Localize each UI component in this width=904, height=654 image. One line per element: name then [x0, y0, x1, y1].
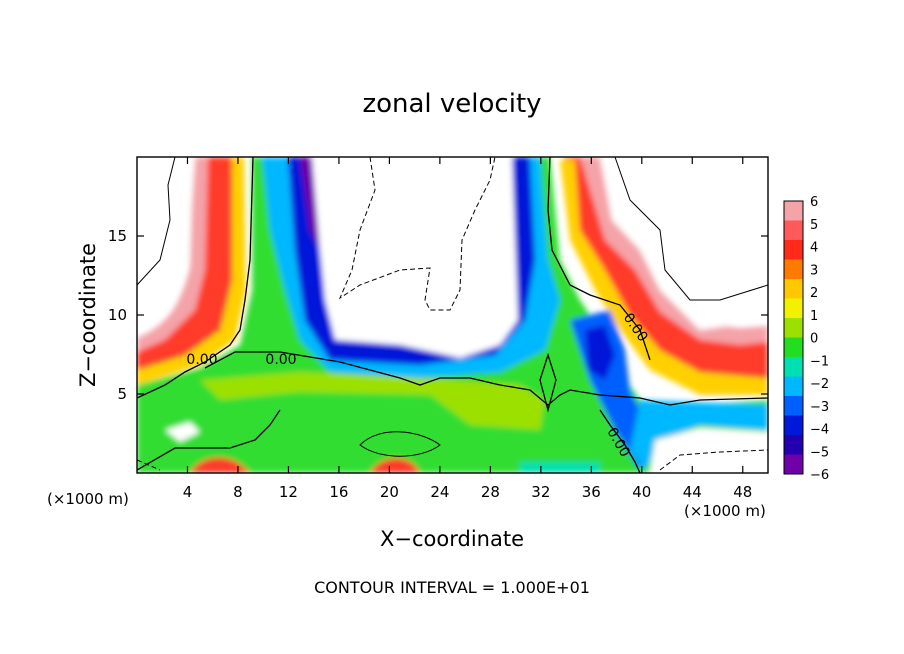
colorbar-label: 1 — [810, 309, 818, 324]
colorbar-swatch — [784, 396, 803, 416]
y-axis-label: Z−coordinate — [76, 243, 100, 387]
colorbar-label: −1 — [810, 354, 829, 369]
colorbar-frame — [783, 200, 804, 475]
chart-title: zonal velocity — [362, 89, 541, 119]
bottom-red-arc-mid — [370, 458, 420, 473]
colorbar-swatch — [784, 415, 803, 436]
dashed-contour-upper — [338, 157, 496, 311]
colorbar-label: −2 — [810, 377, 829, 392]
zero-contour-mid — [204, 351, 768, 406]
bottom-cyan — [520, 462, 600, 473]
zero-contour-lower-left — [137, 409, 281, 471]
colorbar-label: −4 — [810, 423, 829, 438]
colorbar-swatch — [784, 357, 803, 377]
colorbar-swatch — [784, 337, 803, 358]
bottom-red-arc-left — [190, 457, 250, 473]
right-pink-band — [580, 157, 768, 345]
right-white-region — [600, 157, 768, 330]
colorbar-swatch — [784, 240, 803, 260]
velocity-field — [137, 157, 768, 473]
x-tick-label: 24 — [430, 483, 449, 501]
left-white-blob — [165, 422, 200, 442]
colorbar-label: −6 — [810, 468, 829, 483]
dashed-contour-lower-left — [137, 459, 161, 471]
colorbar-swatch — [784, 298, 803, 319]
right-yellow-band — [560, 160, 768, 395]
thin-contour-lower-blob — [359, 431, 441, 457]
colorbar-swatch — [784, 279, 803, 299]
colorbar-label: 2 — [810, 286, 818, 301]
x-tick-label: 44 — [683, 483, 702, 501]
x-tick-label: 32 — [531, 483, 550, 501]
upper-left-white — [137, 157, 195, 330]
colorbar-label: 6 — [810, 195, 818, 210]
colorbar-swatch — [784, 318, 803, 338]
lower-right-white — [650, 428, 768, 473]
left-yellow-band — [137, 157, 246, 385]
zero-contour-left — [137, 157, 254, 399]
colorbar-swatch — [784, 201, 803, 221]
contour-label: 0.00 — [265, 352, 296, 368]
upper-white-region — [312, 157, 518, 358]
thin-contour-upper-left — [137, 157, 176, 286]
x-tick-label: 28 — [481, 483, 500, 501]
zero-contour-loop — [539, 352, 557, 413]
right-cyan-band — [630, 400, 768, 470]
contour-labels: 0.00 0.000.000.00 — [186, 310, 650, 460]
x-axis-ticks: 4 8 12 16 20 24 28 32 36 40 44 48 — [183, 157, 752, 501]
x-tick-label: 8 — [233, 483, 243, 501]
x-tick-label: 48 — [733, 483, 752, 501]
x-tick-label: 16 — [329, 483, 348, 501]
thin-contour-upper-right — [614, 157, 768, 301]
y-axis-ticks: 5 10 15 — [108, 227, 768, 403]
left-pink-band — [137, 157, 208, 352]
x-axis-unit-right: (×1000 m) — [684, 502, 766, 520]
contour-interval-note: CONTOUR INTERVAL = 1.000E+01 — [314, 578, 590, 597]
colorbar-label: 0 — [810, 332, 818, 347]
left-red-band — [137, 157, 238, 375]
colorbar-label: −5 — [810, 445, 829, 460]
mid-green-patch — [200, 372, 545, 430]
contour-lines — [137, 157, 768, 473]
plot-area — [137, 157, 768, 473]
x-tick-label: 36 — [582, 483, 601, 501]
x-tick-label: 4 — [183, 483, 193, 501]
colorbar-label: −3 — [810, 400, 829, 415]
contour-label: 0.00 — [186, 352, 217, 368]
colorbar-swatch — [784, 259, 803, 280]
x-tick-label: 40 — [632, 483, 651, 501]
right-navy-patch — [585, 325, 615, 380]
colorbar: 6 5 4 3 2 1 0 −1 −2 −3 −4 −5 −6 — [783, 195, 829, 483]
dashed-contour-lower-right — [659, 449, 768, 471]
zero-contour-lower-right — [599, 409, 641, 473]
colorbar-swatch — [784, 220, 803, 241]
colorbar-swatch — [784, 435, 803, 455]
y-tick-label: 15 — [108, 227, 127, 245]
x-tick-label: 12 — [279, 483, 298, 501]
colorbar-label: 5 — [810, 218, 818, 233]
colorbar-swatch — [784, 454, 803, 475]
y-tick-label: 10 — [108, 306, 127, 324]
colorbar-label: 3 — [810, 263, 818, 278]
colorbar-swatch — [784, 376, 803, 397]
y-tick-label: 5 — [117, 385, 127, 403]
x-axis-unit-left: (×1000 m) — [47, 490, 129, 508]
colorbar-label: 4 — [810, 241, 818, 256]
x-axis-label: X−coordinate — [380, 527, 524, 551]
x-tick-label: 20 — [380, 483, 399, 501]
dashed-contours — [137, 157, 768, 471]
zero-contour-right — [547, 157, 651, 361]
